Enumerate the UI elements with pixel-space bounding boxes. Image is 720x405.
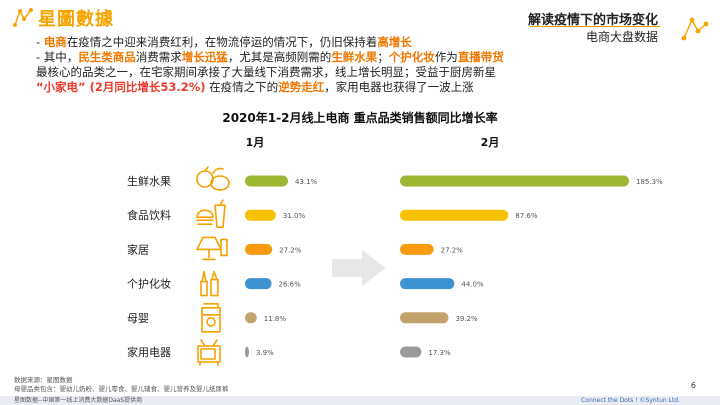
page-subtitle: 电商大盘数据 [585, 30, 658, 44]
category-label: 家用电器 [127, 345, 171, 359]
data-label-feb: 39.2% [455, 315, 478, 323]
bar-feb [400, 346, 422, 358]
bar-jan [245, 209, 276, 221]
chart-title: 2020年1-2月线上电商 重点品类销售额同比增长率 [222, 111, 498, 125]
highlight-text: 个护化妆 [388, 50, 435, 64]
data-label-jan: 3.9% [256, 349, 274, 357]
bar-feb [400, 243, 434, 255]
star-network-icon [13, 8, 33, 27]
bar-feb [400, 312, 449, 324]
summary-text-run: ，尤其是高频刚需的 [227, 50, 332, 64]
highlight-text: “小家电” (2月同比增长53.2%) [36, 80, 206, 94]
highlight-text: 民生类商品 [78, 50, 136, 64]
tv-icon [197, 339, 221, 366]
data-label-jan: 11.8% [264, 315, 287, 323]
bar-jan [245, 312, 257, 324]
data-label-feb: 17.3% [428, 349, 451, 357]
lamp-icon [196, 236, 228, 261]
summary-text-run: 作为 [434, 50, 458, 64]
highlight-text: 生鲜水果 [331, 50, 378, 64]
summary-text: - 电商在疫情之中迎来消费红利，在物流停运的情况下，仍旧保持着高增长 - 其中，… [36, 35, 636, 95]
fruit-icon [196, 166, 230, 191]
footer-bar [0, 396, 720, 405]
bar-feb [400, 209, 509, 221]
highlight-text: 逆势走红 [278, 80, 325, 94]
bar-jan [245, 278, 272, 290]
bar-jan [245, 243, 273, 255]
category-label: 个护化妆 [127, 277, 171, 291]
highlight-text: 直播带货 [457, 50, 504, 64]
summary-text-run: 在疫情之中迎来消费红利，在物流停运的情况下，仍旧保持着 [66, 35, 378, 49]
data-label-feb: 44.0% [461, 281, 484, 289]
data-label-jan: 43.1% [295, 178, 318, 186]
footer-tagline: 星图数据--中国第一线上消费大数据DaaS提供商 [14, 397, 143, 404]
summary-text-run: 在疫情之下的 [205, 80, 279, 94]
series-label: 1月 [246, 136, 265, 149]
summary-line-3: 最核心的品类之一，在宅家期间承接了大量线下消费需求，线上增长明显；受益于厨房新星 [36, 65, 636, 80]
category-label: 生鲜水果 [127, 174, 171, 188]
page-title: 解读疫情下的市场变化 [527, 13, 658, 28]
bar-jan [245, 346, 249, 358]
highlight-text: 高增长 [377, 35, 412, 49]
baby-formula-icon [201, 303, 221, 333]
category-label: 家居 [127, 242, 149, 256]
data-label-jan: 31.0% [283, 212, 306, 220]
brand-logo: 星圖數據 [12, 5, 114, 31]
brand-name: 星圖數據 [38, 9, 114, 30]
bar-feb [400, 175, 629, 187]
category-label: 食品饮料 [127, 208, 171, 222]
food-drink-icon [196, 199, 226, 228]
arrow-right-icon [332, 250, 386, 286]
summary-line-2: - 其中，民生类商品消费需求增长迅猛，尤其是高频刚需的生鲜水果；个护化妆作为直播… [36, 50, 636, 65]
summary-text-run: ，家用电器也获得了一波上涨 [324, 80, 474, 94]
bar-jan [245, 175, 288, 187]
data-label-jan: 26.6% [279, 281, 302, 289]
title-divider [530, 26, 660, 27]
summary-line-4: “小家电” (2月同比增长53.2%) 在疫情之下的逆势走红，家用电器也获得了一… [36, 80, 636, 95]
bar-feb [400, 278, 455, 290]
page-number: 6 [690, 381, 696, 390]
data-label-jan: 27.2% [279, 246, 302, 254]
data-label-feb: 27.2% [441, 246, 464, 254]
summary-text-run: 消费需求 [135, 50, 182, 64]
data-source: 数据来源：星图数据 [14, 376, 73, 384]
footer-source: 数据来源：星图数据 母婴品类包含：婴幼儿奶粉、婴儿零食、婴儿辅食、婴儿营养及婴儿… [14, 376, 229, 394]
header: 星圖數據 解读疫情下的市场变化 电商大盘数据 [0, 0, 720, 44]
category-note: 母婴品类包含：婴幼儿奶粉、婴儿零食、婴儿辅食、婴儿营养及婴儿纸尿裤 [14, 385, 229, 393]
summary-text-run: - 其中， [36, 50, 79, 64]
highlight-text: 电商 [43, 35, 67, 49]
data-label-feb: 185.3% [636, 178, 663, 186]
summary-line-1: - 电商在疫情之中迎来消费红利，在物流停运的情况下，仍旧保持着高增长 [36, 35, 636, 50]
summary-text-run: 最核心的品类之一，在宅家期间承接了大量线下消费需求，线上增长明显；受益于厨房新星 [36, 65, 496, 79]
series-label: 2月 [481, 136, 500, 149]
cosmetics-icon [200, 270, 219, 297]
data-label-feb: 87.6% [515, 212, 538, 220]
summary-text-run: - [36, 35, 44, 49]
summary-text-run: ； [377, 50, 389, 64]
highlight-text: 增长迅猛 [181, 50, 228, 64]
category-label: 母婴 [127, 312, 149, 325]
footer-copyright: Connect the Dots ! ©Syntun Ltd. [581, 397, 680, 404]
star-network-corner-icon [681, 17, 709, 41]
